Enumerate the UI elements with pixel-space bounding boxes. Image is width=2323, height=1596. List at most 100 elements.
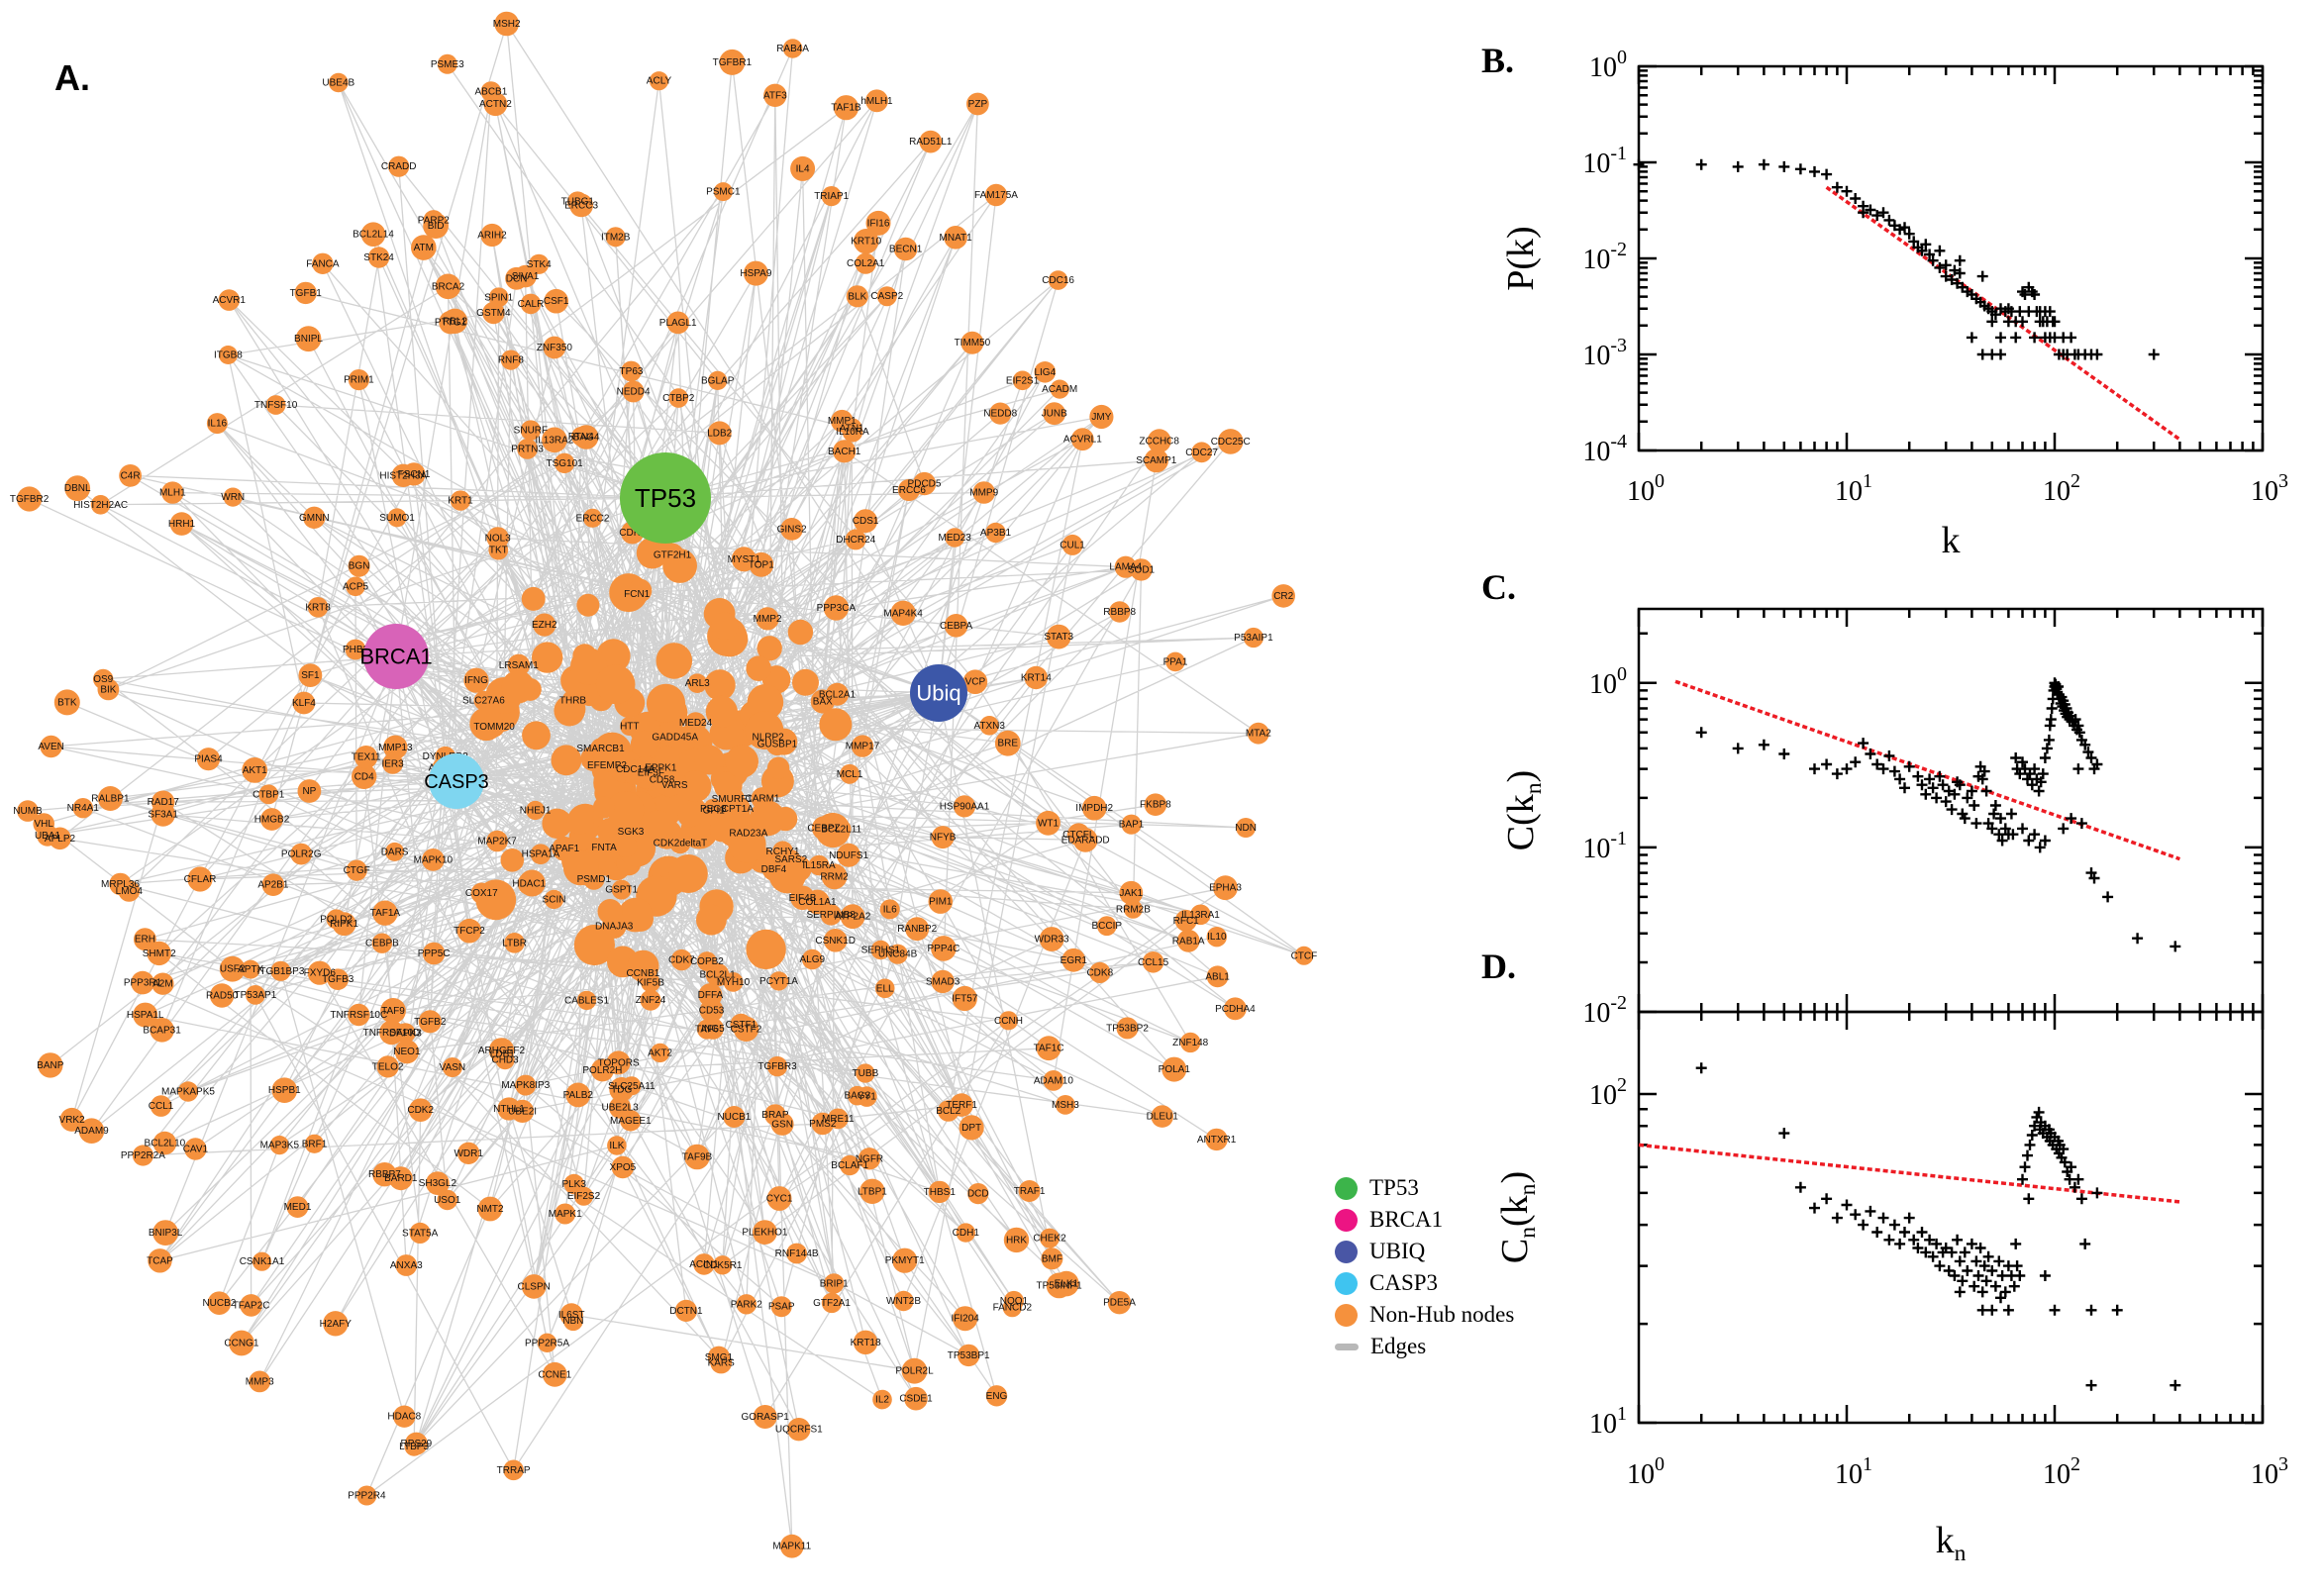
network-node[interactable] — [1040, 1228, 1060, 1248]
network-node[interactable] — [1206, 927, 1228, 948]
network-node[interactable] — [17, 486, 43, 512]
network-node[interactable] — [329, 72, 349, 93]
hub-node-casp3[interactable]: CASP3 — [424, 753, 489, 809]
network-node[interactable] — [376, 1055, 399, 1078]
network-node[interactable] — [437, 53, 457, 74]
network-node[interactable] — [792, 668, 819, 696]
network-node[interactable] — [904, 1386, 928, 1411]
network-node[interactable] — [845, 529, 866, 550]
network-node[interactable] — [209, 983, 235, 1008]
network-node[interactable] — [379, 1020, 404, 1046]
network-node[interactable] — [1191, 442, 1212, 463]
network-node[interactable] — [944, 614, 968, 638]
network-node[interactable] — [919, 130, 943, 153]
network-node[interactable] — [152, 972, 174, 995]
network-node[interactable] — [837, 843, 861, 867]
network-node[interactable] — [59, 1107, 84, 1132]
network-node[interactable] — [756, 607, 779, 631]
network-node[interactable] — [711, 612, 739, 640]
network-node[interactable] — [543, 336, 566, 359]
network-node[interactable] — [218, 346, 238, 364]
network-node[interactable] — [258, 784, 279, 805]
network-node[interactable] — [576, 593, 600, 617]
network-node[interactable] — [609, 1096, 632, 1119]
network-node[interactable] — [520, 420, 542, 441]
network-node[interactable] — [439, 310, 462, 335]
hub-circle-ubiq[interactable] — [910, 664, 967, 722]
network-node[interactable] — [246, 985, 265, 1005]
network-node[interactable] — [858, 1147, 881, 1170]
network-node[interactable] — [537, 1333, 557, 1353]
network-node[interactable] — [426, 1171, 450, 1195]
network-node[interactable] — [354, 746, 378, 769]
network-node[interactable] — [1206, 965, 1229, 988]
network-node[interactable] — [542, 427, 567, 453]
network-node[interactable] — [152, 1220, 179, 1246]
network-node[interactable] — [642, 810, 674, 844]
network-node[interactable] — [252, 1251, 272, 1271]
network-node[interactable] — [787, 619, 814, 646]
network-node[interactable] — [303, 506, 326, 529]
network-node[interactable] — [206, 413, 228, 435]
network-node[interactable] — [53, 689, 80, 716]
network-node[interactable] — [928, 1180, 951, 1204]
network-node[interactable] — [356, 1485, 377, 1506]
network-node[interactable] — [38, 1052, 63, 1078]
network-node[interactable] — [298, 663, 323, 687]
network-node[interactable] — [533, 613, 556, 637]
network-node[interactable] — [1072, 828, 1098, 852]
network-node[interactable] — [1144, 793, 1167, 816]
network-node[interactable] — [766, 1055, 788, 1077]
network-node[interactable] — [802, 948, 823, 970]
network-node[interactable] — [753, 1405, 777, 1429]
network-node[interactable] — [709, 817, 735, 843]
network-node[interactable] — [565, 1082, 591, 1108]
network-node[interactable] — [532, 642, 563, 673]
network-node[interactable] — [743, 260, 768, 286]
network-node[interactable] — [945, 528, 964, 548]
network-node[interactable] — [893, 237, 918, 261]
network-node[interactable] — [504, 933, 525, 953]
network-node[interactable] — [953, 1306, 978, 1332]
network-node[interactable] — [423, 213, 449, 240]
network-node[interactable] — [542, 1361, 567, 1387]
network-node[interactable] — [184, 1138, 207, 1160]
network-node[interactable] — [422, 848, 445, 871]
network-node[interactable] — [1046, 624, 1071, 649]
network-node[interactable] — [348, 554, 370, 577]
network-node[interactable] — [656, 643, 693, 679]
network-node[interactable] — [698, 983, 723, 1008]
network-node[interactable] — [994, 730, 1021, 756]
network-node[interactable] — [972, 481, 995, 504]
network-node[interactable] — [979, 716, 999, 736]
network-node[interactable] — [409, 1222, 431, 1244]
network-node[interactable] — [696, 904, 727, 936]
network-node[interactable] — [937, 1100, 960, 1122]
network-node[interactable] — [704, 669, 736, 701]
network-node[interactable] — [745, 711, 784, 750]
network-node[interactable] — [757, 636, 782, 661]
network-node[interactable] — [187, 866, 213, 892]
network-node[interactable] — [90, 495, 111, 515]
network-node[interactable] — [475, 879, 517, 921]
network-node[interactable] — [196, 748, 221, 771]
network-node[interactable] — [544, 288, 568, 314]
network-node[interactable] — [488, 540, 509, 560]
network-node[interactable] — [1190, 904, 1211, 926]
network-node[interactable] — [856, 1063, 875, 1083]
network-node[interactable] — [824, 1273, 845, 1294]
network-node[interactable] — [207, 1291, 232, 1315]
network-node[interactable] — [260, 808, 283, 831]
network-node[interactable] — [723, 1106, 746, 1128]
network-node[interactable] — [705, 695, 738, 729]
network-node[interactable] — [477, 1196, 503, 1222]
network-node[interactable] — [346, 576, 365, 597]
network-node[interactable] — [985, 1385, 1008, 1407]
network-node[interactable] — [654, 763, 686, 797]
network-node[interactable] — [388, 155, 410, 177]
network-node[interactable] — [944, 226, 967, 249]
network-node[interactable] — [404, 1432, 428, 1455]
network-node[interactable] — [1089, 961, 1111, 984]
network-node[interactable] — [97, 786, 123, 811]
network-node[interactable] — [984, 183, 1008, 207]
